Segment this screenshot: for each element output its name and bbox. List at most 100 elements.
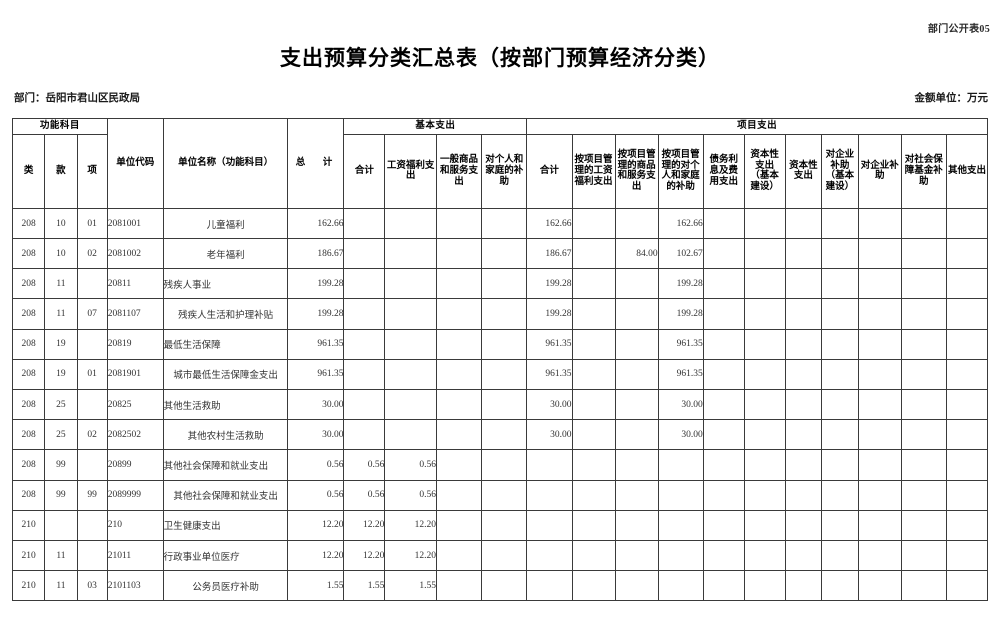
cell-project-1 <box>571 207 616 240</box>
table-row: 210 210 卫生健康支出 12.20 12.20 12.20 <box>11 509 989 541</box>
cell-unit-code: 20825 <box>106 389 164 421</box>
cell-unit-code: 2081901 <box>106 358 164 391</box>
cell-total: 0.56 <box>287 449 345 481</box>
header-project-col-8: 对企业补助 <box>857 133 902 209</box>
cell-project-2 <box>614 570 659 602</box>
table-row: 210 11 21011 行政事业单位医疗 12.20 12.20 12.20 <box>11 539 989 572</box>
cell-project-1 <box>571 539 616 572</box>
cell-unit-name: 其他社会保障和就业支出 <box>162 449 289 481</box>
cell-project-7 <box>821 419 859 451</box>
cell-project-5 <box>743 207 786 240</box>
cell-project-10 <box>945 539 989 572</box>
cell-project-6 <box>784 358 823 391</box>
cell-project-8 <box>857 358 902 391</box>
cell-xiang: 07 <box>76 298 108 330</box>
header-basic-expenditure: 基本支出 <box>343 118 528 135</box>
cell-basic-1 <box>384 389 437 421</box>
cell-project-10 <box>945 570 989 602</box>
cell-kuan: 10 <box>44 207 78 240</box>
cell-project-6 <box>784 539 823 572</box>
cell-project-3: 199.28 <box>657 298 704 330</box>
cell-basic-3 <box>481 238 528 270</box>
cell-kuan: 11 <box>44 298 78 330</box>
cell-project-8 <box>857 298 902 330</box>
cell-project-5 <box>743 238 786 270</box>
header-project-col-4: 债务利息及费用支出 <box>702 133 745 209</box>
cell-project-0: 30.00 <box>526 389 573 421</box>
cell-project-7 <box>821 268 859 300</box>
cell-project-3 <box>657 449 704 481</box>
department-label: 部门：岳阳市君山区民政局 <box>14 93 140 104</box>
cell-basic-0 <box>343 207 386 240</box>
cell-project-10 <box>945 419 989 451</box>
cell-project-3: 30.00 <box>657 419 704 451</box>
cell-unit-code: 20811 <box>106 268 164 300</box>
cell-basic-0 <box>343 238 386 270</box>
cell-lei: 208 <box>11 479 46 511</box>
cell-total: 199.28 <box>287 268 345 300</box>
cell-unit-name: 其他社会保障和就业支出 <box>162 479 289 511</box>
cell-basic-3 <box>481 570 528 602</box>
cell-xiang <box>76 539 108 572</box>
cell-project-3 <box>657 479 704 511</box>
header-function-subject: 功能科目 <box>12 118 108 135</box>
cell-project-8 <box>857 419 902 451</box>
cell-basic-2 <box>435 509 483 541</box>
cell-lei: 208 <box>11 207 46 240</box>
cell-basic-3 <box>481 509 528 541</box>
cell-project-2 <box>614 298 659 330</box>
cell-project-7 <box>821 449 859 481</box>
cell-unit-name: 残疾人事业 <box>162 268 289 300</box>
cell-lei: 208 <box>11 389 46 421</box>
header-row-cols: 类 款 项 合计 工资福利支出 一般商品和服务支出 对个人和家庭的补助 合计 按… <box>11 133 989 209</box>
table-header: 功能科目 单位代码 单位名称（功能科目） 总 计 基本支出 项目支出 类 款 项… <box>11 118 989 209</box>
cell-project-9 <box>900 539 947 572</box>
cell-project-10 <box>945 389 989 421</box>
cell-xiang: 01 <box>76 358 108 391</box>
sheet-number-label: 部门公开表05 <box>927 24 990 35</box>
amount-unit-label: 金额单位：万元 <box>914 93 989 104</box>
header-project-col-6: 资本性支出 <box>784 133 823 209</box>
header-project-col-5: 资本性支出（基本建设） <box>743 133 786 209</box>
cell-basic-2 <box>435 539 483 572</box>
cell-basic-2 <box>435 449 483 481</box>
cell-project-4 <box>702 539 745 572</box>
header-unit-name: 单位名称（功能科目） <box>162 118 289 209</box>
cell-kuan: 11 <box>44 570 78 602</box>
cell-project-2 <box>614 539 659 572</box>
cell-total: 162.66 <box>287 207 345 240</box>
cell-lei: 208 <box>11 328 46 360</box>
cell-basic-3 <box>481 389 528 421</box>
cell-project-10 <box>945 328 989 360</box>
cell-project-4 <box>702 268 745 300</box>
cell-project-3: 102.67 <box>657 238 704 270</box>
cell-project-0: 199.28 <box>526 268 573 300</box>
cell-project-8 <box>857 207 902 240</box>
cell-lei: 208 <box>11 449 46 481</box>
cell-unit-code: 2101103 <box>106 570 164 602</box>
cell-basic-1: 0.56 <box>384 449 437 481</box>
cell-project-5 <box>743 268 786 300</box>
header-basic-col-2: 一般商品和服务支出 <box>435 133 483 209</box>
header-row-group: 功能科目 单位代码 单位名称（功能科目） 总 计 基本支出 项目支出 <box>12 118 988 209</box>
cell-unit-code: 2081107 <box>106 298 164 330</box>
cell-basic-3 <box>481 328 528 360</box>
cell-project-6 <box>784 509 823 541</box>
cell-project-4 <box>702 238 745 270</box>
header-project-col-0: 合计 <box>526 133 573 209</box>
cell-project-5 <box>743 358 786 391</box>
cell-project-5 <box>743 419 786 451</box>
cell-basic-1 <box>384 207 437 240</box>
cell-project-9 <box>900 570 947 602</box>
cell-project-1 <box>571 268 616 300</box>
header-project-expenditure: 项目支出 <box>526 118 988 135</box>
cell-xiang <box>76 509 108 541</box>
cell-unit-name: 其他生活救助 <box>162 389 289 421</box>
header-unit-code: 单位代码 <box>106 118 164 209</box>
cell-project-6 <box>784 268 823 300</box>
cell-basic-0: 0.56 <box>343 479 386 511</box>
cell-project-2: 84.00 <box>614 238 659 270</box>
cell-project-9 <box>900 479 947 511</box>
cell-project-10 <box>945 207 989 240</box>
cell-unit-name: 最低生活保障 <box>162 328 289 360</box>
